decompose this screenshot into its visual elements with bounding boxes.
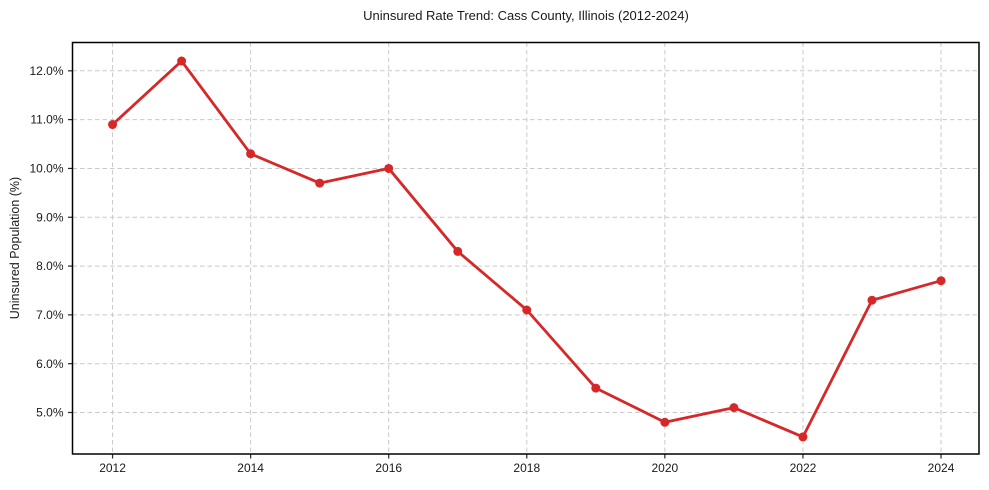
y-tick-label: 6.0% bbox=[36, 357, 64, 371]
data-point-marker bbox=[798, 432, 808, 442]
data-point-marker bbox=[177, 56, 187, 66]
y-tick-label: 8.0% bbox=[36, 259, 64, 273]
y-tick-label: 7.0% bbox=[36, 308, 64, 322]
x-tick-label: 2018 bbox=[513, 461, 540, 475]
data-point-marker bbox=[591, 383, 601, 393]
y-tick-label: 11.0% bbox=[30, 113, 63, 127]
y-tick-label: 5.0% bbox=[36, 406, 64, 420]
x-tick-label: 2014 bbox=[237, 461, 264, 475]
data-point-marker bbox=[315, 178, 325, 188]
x-tick-label: 2022 bbox=[790, 461, 817, 475]
x-tick-label: 2012 bbox=[99, 461, 126, 475]
x-tick-label: 2016 bbox=[375, 461, 402, 475]
plot-border bbox=[71, 41, 980, 455]
chart-title: Uninsured Rate Trend: Cass County, Illin… bbox=[363, 8, 689, 23]
data-point-marker bbox=[729, 403, 739, 413]
data-point-marker bbox=[108, 120, 118, 130]
y-tick-label: 10.0% bbox=[29, 162, 63, 176]
data-point-marker bbox=[867, 295, 877, 305]
y-tick-label: 12.0% bbox=[29, 64, 63, 78]
data-point-marker bbox=[660, 417, 670, 427]
y-tick-label: 9.0% bbox=[36, 210, 64, 224]
data-point-marker bbox=[384, 163, 394, 173]
data-point-marker bbox=[246, 149, 256, 159]
x-tick-label: 2024 bbox=[928, 461, 955, 475]
data-point-marker bbox=[453, 246, 463, 256]
x-tick-label: 2020 bbox=[652, 461, 679, 475]
data-point-marker bbox=[522, 305, 532, 315]
data-point-marker bbox=[936, 276, 946, 286]
